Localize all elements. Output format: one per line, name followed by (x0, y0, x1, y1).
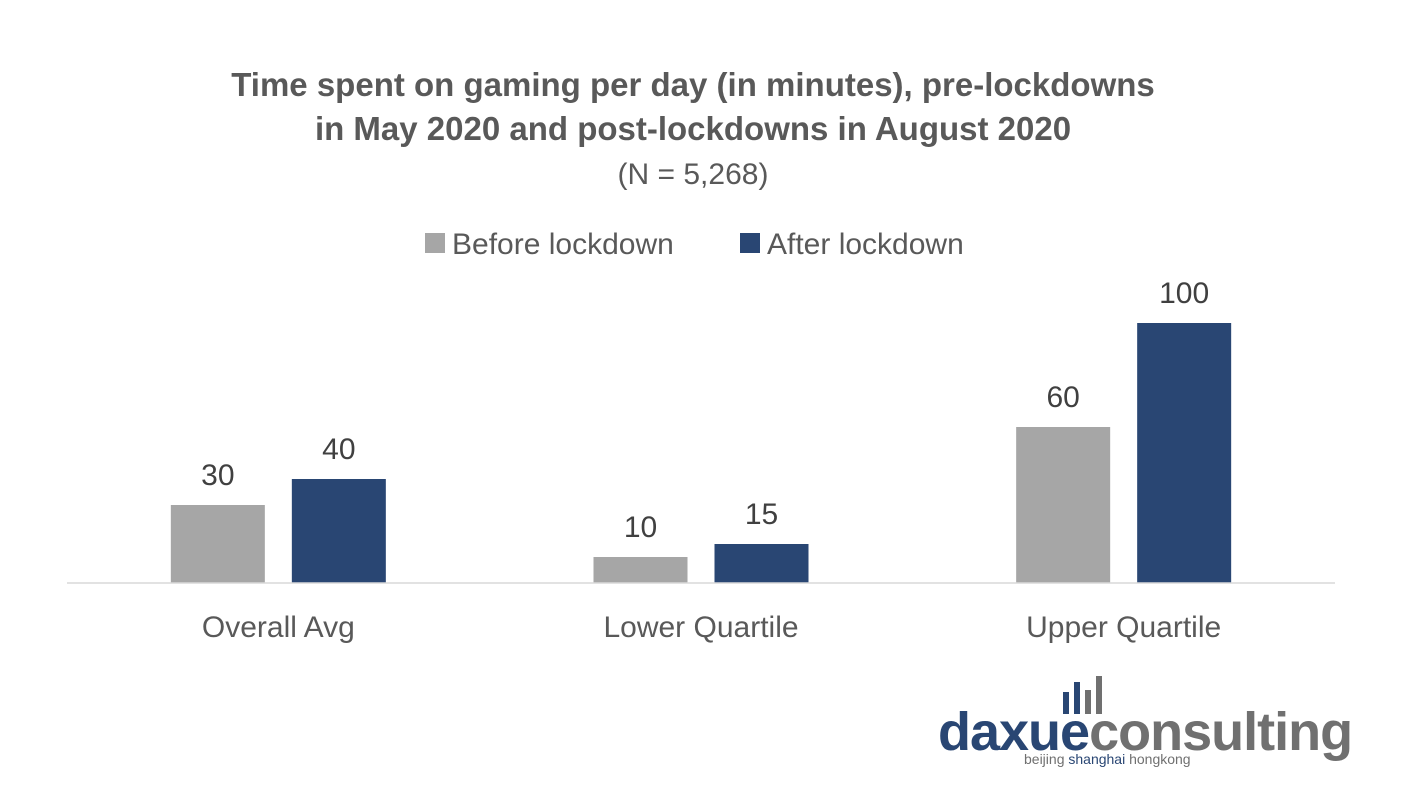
data-label-after-lockdown-upper-quartile: 100 (1159, 277, 1209, 310)
data-label-before-lockdown-lower-quartile: 10 (624, 511, 657, 544)
data-label-after-lockdown-overall-avg: 40 (322, 433, 355, 466)
bar-chart-logo-icon (1063, 676, 1102, 714)
chart-title-line-1: Time spent on gaming per day (in minutes… (231, 66, 1155, 103)
bar-before-lockdown-overall-avg (170, 505, 265, 583)
bar-after-lockdown-overall-avg (291, 479, 386, 583)
data-label-after-lockdown-lower-quartile: 15 (745, 498, 778, 531)
bar-after-lockdown-lower-quartile (714, 544, 809, 583)
logo-wordmark: daxueconsulting (938, 702, 1352, 762)
legend-swatch-before-lockdown (425, 233, 445, 253)
logo-tagline: beijing shanghai hongkong (1024, 751, 1191, 767)
bar-after-lockdown-upper-quartile (1137, 323, 1232, 583)
legend-label-before-lockdown: Before lockdown (452, 228, 674, 261)
daxue-consulting-logo: daxueconsulting beijing shanghai hongkon… (938, 676, 1353, 767)
chart-subtitle: (N = 5,268) (618, 158, 769, 191)
data-label-before-lockdown-overall-avg: 30 (201, 459, 234, 492)
legend-label-after-lockdown: After lockdown (767, 228, 964, 261)
legend: Before lockdown After lockdown (425, 228, 964, 261)
data-label-before-lockdown-upper-quartile: 60 (1046, 381, 1079, 414)
bar-before-lockdown-lower-quartile (593, 557, 688, 583)
legend-swatch-after-lockdown (740, 233, 760, 253)
chart-title: Time spent on gaming per day (in minutes… (231, 66, 1155, 191)
plot-area: 30 40 Overall Avg 10 15 Lower Quartile 60 100 Up… (170, 277, 1232, 644)
bar-before-lockdown-upper-quartile (1016, 427, 1111, 583)
x-tick-label-upper-quartile: Upper Quartile (1026, 611, 1221, 644)
x-tick-label-lower-quartile: Lower Quartile (603, 611, 798, 644)
x-tick-label-overall-avg: Overall Avg (202, 611, 355, 644)
chart-title-line-2: in May 2020 and post-lockdowns in August… (315, 110, 1071, 147)
